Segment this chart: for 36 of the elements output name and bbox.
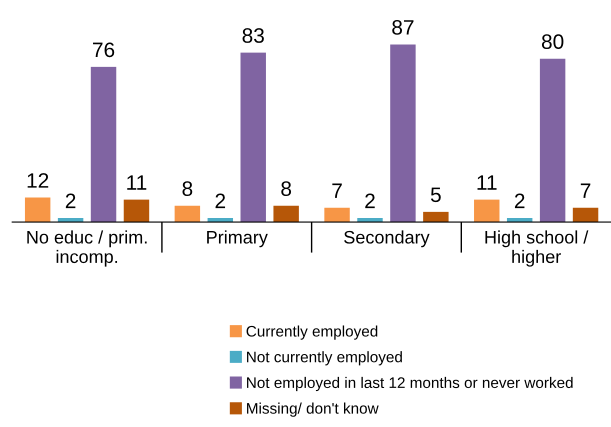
legend-label: Not employed in last 12 months or never worked bbox=[247, 376, 573, 392]
data-label: 8 bbox=[281, 181, 292, 196]
bar bbox=[540, 58, 566, 222]
data-label: 2 bbox=[365, 194, 375, 208]
data-label: 5 bbox=[430, 188, 441, 202]
x-tick-label: Secondary bbox=[344, 230, 430, 248]
data-label: 7 bbox=[332, 184, 342, 198]
data-label: 11 bbox=[478, 175, 497, 190]
bar bbox=[273, 206, 299, 222]
legend-label: Not currently employed bbox=[247, 351, 402, 366]
bar bbox=[324, 208, 350, 222]
legend-label: Currently employed bbox=[246, 325, 378, 340]
bar bbox=[24, 198, 50, 222]
bar bbox=[174, 206, 200, 222]
data-label: 2 bbox=[514, 194, 524, 208]
bar bbox=[390, 44, 416, 222]
data-label: 11 bbox=[127, 175, 146, 190]
data-label: 8 bbox=[182, 181, 192, 196]
bar bbox=[423, 212, 449, 222]
bar bbox=[572, 208, 598, 222]
data-label: 12 bbox=[28, 173, 48, 188]
data-label: 80 bbox=[542, 34, 564, 50]
x-tick-label: High school / higher bbox=[485, 230, 588, 267]
data-label: 2 bbox=[66, 194, 76, 208]
bar bbox=[90, 66, 116, 222]
data-label: 83 bbox=[242, 28, 264, 43]
data-label: 7 bbox=[580, 184, 590, 198]
bar bbox=[474, 200, 500, 222]
x-tick-label: No educ / prim. incomp. bbox=[27, 230, 147, 267]
legend-label: Missing/ don't know bbox=[247, 402, 379, 417]
data-label: 76 bbox=[93, 42, 114, 58]
data-label: 87 bbox=[392, 20, 414, 35]
data-label: 2 bbox=[216, 194, 226, 208]
bar bbox=[124, 200, 150, 222]
bar bbox=[240, 52, 266, 222]
x-tick-label: Primary bbox=[207, 230, 268, 248]
